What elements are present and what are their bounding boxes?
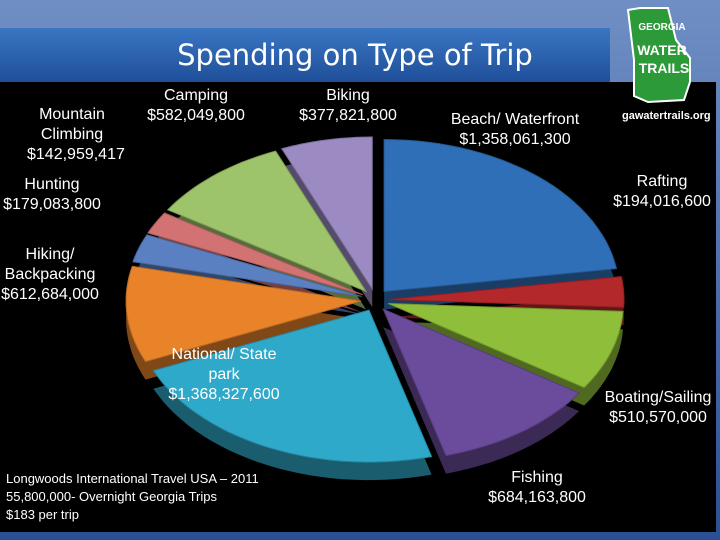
slice-label: Hunting $179,083,800 — [0, 175, 107, 215]
notes: Longwoods International Travel USA – 201… — [6, 470, 259, 524]
slice-label: Mountain Climbing $142,959,417 — [27, 105, 125, 165]
value-label: $1,368,327,600 — [168, 386, 280, 403]
value-label: $684,163,800 — [488, 489, 586, 506]
slice-label: Beach/ Waterfront $1,358,061,300 — [430, 110, 600, 150]
logo-text: GEORGIA — [638, 22, 685, 33]
slice-label: Biking $377,821,800 — [288, 86, 408, 126]
slice — [152, 309, 433, 463]
category-label: Beach/ Waterfront — [450, 111, 580, 128]
note: Longwoods International Travel USA – 201… — [6, 471, 259, 486]
logo-text: WATER — [637, 42, 687, 58]
title: Spending on Type of Trip — [177, 38, 533, 72]
category-label: Boating/Sailing — [604, 389, 712, 406]
category-label: Biking — [326, 87, 370, 104]
category-label: Hunting — [24, 176, 80, 193]
category-label: Rafting — [636, 173, 688, 190]
slice — [125, 265, 362, 363]
value-label: $1,358,061,300 — [459, 131, 571, 148]
value-label: $179,083,800 — [3, 196, 101, 213]
title-bar — [0, 28, 610, 82]
category-label: Hiking/ Backpacking — [4, 246, 96, 283]
slice — [388, 276, 625, 308]
slice-label: Hiking/ Backpacking $612,684,000 — [0, 245, 100, 305]
category-label: Mountain Climbing — [39, 106, 105, 143]
category-label: Fishing — [511, 469, 563, 486]
slice — [132, 234, 362, 297]
value-label: $612,684,000 — [1, 286, 99, 303]
value-label: $194,016,600 — [613, 193, 711, 210]
slice — [383, 138, 618, 293]
note: 55,800,000- Overnight Georgia Trips — [6, 489, 218, 504]
value-label: $510,570,000 — [609, 409, 707, 426]
slice — [147, 212, 363, 296]
category-label: Camping — [163, 87, 229, 104]
value-label: $377,821,800 — [299, 107, 397, 124]
slice — [388, 303, 624, 389]
slice — [382, 308, 580, 457]
value-label: $582,049,800 — [147, 107, 245, 124]
category-label: National/ State park — [171, 346, 277, 383]
slice-label: National/ State park $1,368,327,600 — [162, 345, 287, 405]
slice-label: Boating/Sailing $510,570,000 — [593, 388, 720, 428]
value-label: $142,959,417 — [27, 146, 125, 163]
note: $183 per trip — [6, 507, 79, 522]
slice — [280, 136, 373, 291]
logo-url: gawatertrails.org — [622, 110, 711, 122]
logo-shape — [626, 7, 691, 104]
slice-label: Fishing $684,163,800 — [467, 468, 607, 508]
slice-label: Rafting $194,016,600 — [597, 172, 720, 212]
slice — [166, 150, 368, 293]
slice-label: Camping $582,049,800 — [136, 86, 256, 126]
logo-text: TRAILS — [639, 60, 690, 76]
